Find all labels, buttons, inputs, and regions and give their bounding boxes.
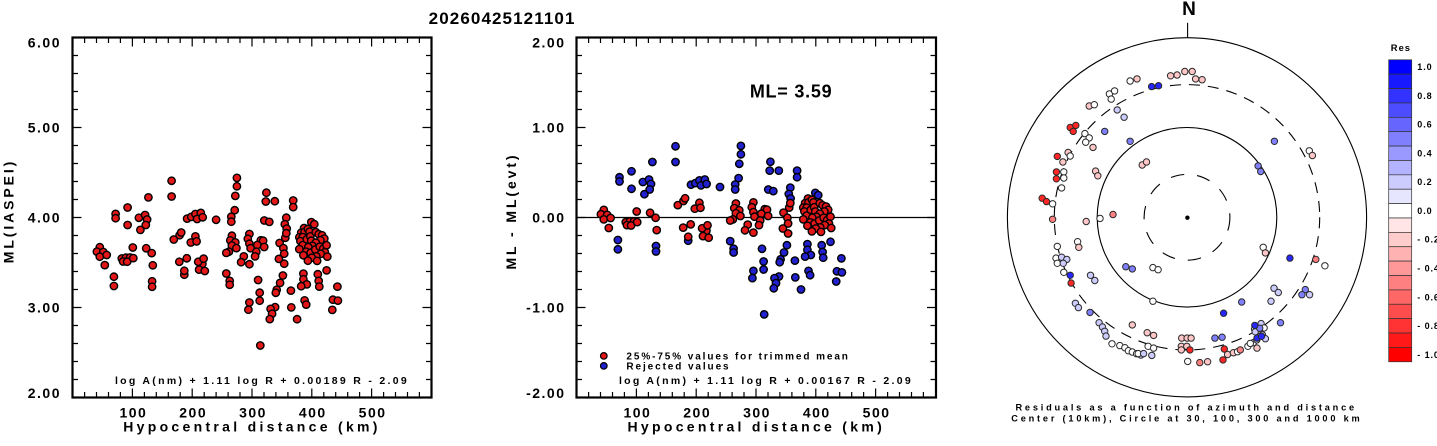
svg-text:300: 300 [743,405,771,421]
svg-text:6.00: 6.00 [28,35,61,51]
svg-text:0.0: 0.0 [1417,206,1432,216]
svg-text:Residuals as a function of azi: Residuals as a function of azimuth and d… [1015,402,1356,412]
svg-text:0.8: 0.8 [1417,91,1432,101]
svg-text:ML - ML(evt): ML - ML(evt) [503,153,519,270]
svg-text:3.00: 3.00 [28,300,61,316]
svg-text:4.00: 4.00 [28,210,61,226]
svg-text:0.00: 0.00 [532,210,565,226]
svg-text:20260425121101: 20260425121101 [429,9,576,28]
svg-text:200: 200 [179,405,207,421]
svg-text:300: 300 [239,405,267,421]
svg-text:- 0.8: - 0.8 [1417,321,1437,331]
svg-text:25%-75% values for trimmed mea: 25%-75% values for trimmed mean [626,351,849,362]
svg-text:ML= 3.59: ML= 3.59 [750,81,833,101]
svg-text:- 1.0: - 1.0 [1417,350,1437,360]
svg-text:Hypocentral distance (km): Hypocentral distance (km) [628,419,886,435]
svg-text:log A(nm) + 1.11 log R + 0.001: log A(nm) + 1.11 log R + 0.00189 R - 2.0… [115,375,409,387]
svg-text:Rejected values: Rejected values [626,361,730,372]
svg-text:Res: Res [1391,42,1411,53]
svg-text:N: N [1182,0,1196,20]
svg-text:500: 500 [359,405,387,421]
svg-text:-2.00: -2.00 [526,385,565,401]
svg-text:400: 400 [803,405,831,421]
svg-text:- 0.2: - 0.2 [1417,235,1437,245]
svg-text:0.6: 0.6 [1417,120,1432,130]
svg-text:1.0: 1.0 [1417,62,1432,72]
svg-text:log A(nm) + 1.11 log R + 0.001: log A(nm) + 1.11 log R + 0.00167 R - 2.0… [619,375,913,387]
svg-text:Center (10km), Circle at 30, 1: Center (10km), Circle at 30, 100, 300 an… [1011,413,1362,423]
svg-text:1.00: 1.00 [532,120,565,136]
svg-text:5.00: 5.00 [28,120,61,136]
svg-text:2.00: 2.00 [532,35,565,51]
svg-text:2.00: 2.00 [28,385,61,401]
svg-text:- 0.4: - 0.4 [1417,263,1437,273]
svg-text:100: 100 [119,405,147,421]
svg-text:ML(IASPEI): ML(IASPEI) [1,159,17,263]
svg-text:200: 200 [683,405,711,421]
svg-text:400: 400 [299,405,327,421]
svg-text:0.4: 0.4 [1417,148,1432,158]
svg-text:500: 500 [863,405,891,421]
svg-text:- 0.6: - 0.6 [1417,292,1437,302]
svg-text:100: 100 [623,405,651,421]
svg-text:0.2: 0.2 [1417,177,1432,187]
svg-text:-1.00: -1.00 [526,300,565,316]
svg-text:Hypocentral distance (km): Hypocentral distance (km) [123,419,381,435]
